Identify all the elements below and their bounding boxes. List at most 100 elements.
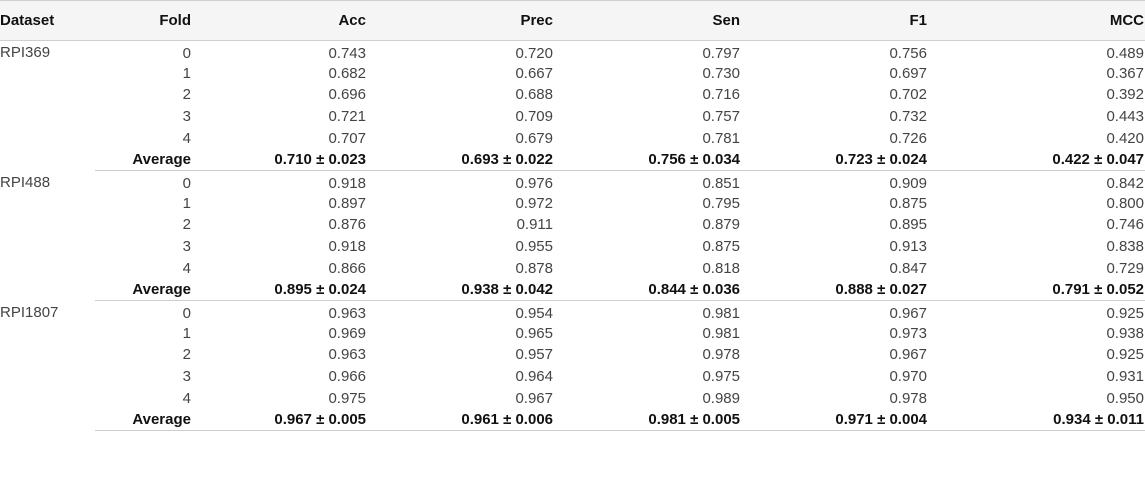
f1-cell: 0.895	[889, 216, 927, 234]
fold-cell: 4	[182, 259, 191, 277]
f1-average-cell: 0.888 ± 0.027	[741, 279, 928, 302]
mcc-cell: 0.367	[1106, 64, 1144, 82]
header-f1: F1	[741, 0, 928, 41]
prec-cell: 0.967	[515, 389, 553, 407]
acc-cell: 0.975	[328, 389, 366, 407]
average-row: Average 0.710 ± 0.023 0.693 ± 0.022 0.756 ±…	[0, 148, 1145, 172]
sen-cell: 0.781	[702, 129, 740, 147]
prec-cell: 0.954	[515, 304, 553, 322]
fold-cell: 0	[182, 304, 191, 322]
table-row: 3 0.966 0.964 0.975 0.970 0.931	[0, 366, 1145, 388]
table-row: RPI488 0 0.918 0.976 0.851 0.909 0.842	[0, 171, 1145, 193]
acc-average-cell: 0.967 ± 0.005	[220, 409, 367, 432]
prec-cell: 0.679	[515, 129, 553, 147]
f1-average-cell: 0.971 ± 0.004	[741, 409, 928, 432]
fold-cell: 4	[182, 389, 191, 407]
table-row: RPI369 0 0.743 0.720 0.797 0.756 0.489	[0, 41, 1145, 63]
fold-cell: 0	[182, 174, 191, 192]
prec-cell: 0.955	[515, 238, 553, 256]
f1-cell: 0.973	[889, 324, 927, 342]
dataset-name: RPI369	[0, 44, 51, 61]
f1-cell: 0.697	[889, 64, 927, 82]
table-row: 1 0.682 0.667 0.730 0.697 0.367	[0, 62, 1145, 84]
prec-cell: 0.667	[515, 64, 553, 82]
fold-cell: 2	[182, 346, 191, 364]
prec-cell: 0.720	[515, 44, 553, 62]
prec-cell: 0.957	[515, 346, 553, 364]
acc-cell: 0.918	[328, 174, 366, 192]
acc-cell: 0.707	[328, 129, 366, 147]
prec-cell: 0.709	[515, 107, 553, 125]
sen-cell: 0.757	[702, 107, 740, 125]
mcc-cell: 0.489	[1106, 44, 1144, 62]
acc-cell: 0.963	[328, 346, 366, 364]
mcc-average-cell: 0.422 ± 0.047	[928, 148, 1145, 172]
acc-cell: 0.897	[328, 194, 366, 212]
mcc-average-cell: 0.934 ± 0.011	[928, 409, 1145, 432]
prec-cell: 0.688	[515, 86, 553, 104]
table-row: RPI1807 0 0.963 0.954 0.981 0.967 0.925	[0, 301, 1145, 323]
f1-cell: 0.756	[889, 44, 927, 62]
sen-average-cell: 0.981 ± 0.005	[554, 409, 741, 432]
acc-cell: 0.963	[328, 304, 366, 322]
prec-cell: 0.964	[515, 368, 553, 386]
fold-cell: 2	[182, 216, 191, 234]
f1-cell: 0.913	[889, 238, 927, 256]
mcc-cell: 0.729	[1106, 259, 1144, 277]
table-row: 4 0.707 0.679 0.781 0.726 0.420	[0, 127, 1145, 149]
table-row: 4 0.866 0.878 0.818 0.847 0.729	[0, 257, 1145, 279]
fold-cell: 3	[182, 238, 191, 256]
f1-average-cell: 0.723 ± 0.024	[741, 148, 928, 172]
average-row: Average 0.967 ± 0.005 0.961 ± 0.006 0.981 ±…	[0, 409, 1145, 432]
sen-cell: 0.851	[702, 174, 740, 192]
sen-cell: 0.716	[702, 86, 740, 104]
acc-cell: 0.866	[328, 259, 366, 277]
header-dataset: Dataset	[0, 0, 95, 41]
sen-cell: 0.730	[702, 64, 740, 82]
mcc-cell: 0.746	[1106, 216, 1144, 234]
acc-cell: 0.682	[328, 64, 366, 82]
prec-cell: 0.911	[516, 216, 553, 234]
average-label: Average	[95, 279, 220, 302]
prec-average-cell: 0.938 ± 0.042	[367, 279, 554, 302]
fold-cell: 1	[182, 324, 191, 342]
acc-cell: 0.721	[328, 107, 366, 125]
average-row: Average 0.895 ± 0.024 0.938 ± 0.042 0.844 ±…	[0, 279, 1145, 302]
header-prec: Prec	[367, 0, 554, 41]
fold-cell: 4	[182, 129, 191, 147]
fold-cell: 1	[182, 194, 191, 212]
prec-cell: 0.878	[515, 259, 553, 277]
sen-cell: 0.981	[702, 324, 740, 342]
f1-cell: 0.978	[889, 389, 927, 407]
acc-cell: 0.966	[328, 368, 366, 386]
sen-cell: 0.795	[702, 194, 740, 212]
table-row: 1 0.969 0.965 0.981 0.973 0.938	[0, 322, 1145, 344]
table-body: RPI369 0 0.743 0.720 0.797 0.756 0.489 1 0.682 0.…	[0, 41, 1145, 432]
mcc-cell: 0.925	[1106, 346, 1144, 364]
table-row: 3 0.918 0.955 0.875 0.913 0.838	[0, 236, 1145, 258]
sen-cell: 0.975	[702, 368, 740, 386]
acc-cell: 0.696	[328, 86, 366, 104]
f1-cell: 0.732	[889, 107, 927, 125]
f1-cell: 0.702	[889, 86, 927, 104]
f1-cell: 0.726	[889, 129, 927, 147]
header-sen: Sen	[554, 0, 741, 41]
fold-cell: 3	[182, 107, 191, 125]
header-row: Dataset Fold Acc Prec Sen F1 MCC	[0, 0, 1145, 41]
sen-average-cell: 0.756 ± 0.034	[554, 148, 741, 172]
prec-cell: 0.965	[515, 324, 553, 342]
f1-cell: 0.967	[889, 346, 927, 364]
mcc-cell: 0.800	[1106, 194, 1144, 212]
table-row: 2 0.963 0.957 0.978 0.967 0.925	[0, 344, 1145, 366]
average-label: Average	[95, 148, 220, 172]
average-label: Average	[95, 409, 220, 432]
table-row: 1 0.897 0.972 0.795 0.875 0.800	[0, 192, 1145, 214]
mcc-cell: 0.925	[1106, 304, 1144, 322]
mcc-average-cell: 0.791 ± 0.052	[928, 279, 1145, 302]
mcc-cell: 0.443	[1106, 107, 1144, 125]
sen-cell: 0.797	[702, 44, 740, 62]
sen-cell: 0.981	[702, 304, 740, 322]
fold-cell: 2	[182, 86, 191, 104]
sen-average-cell: 0.844 ± 0.036	[554, 279, 741, 302]
acc-average-cell: 0.895 ± 0.024	[220, 279, 367, 302]
